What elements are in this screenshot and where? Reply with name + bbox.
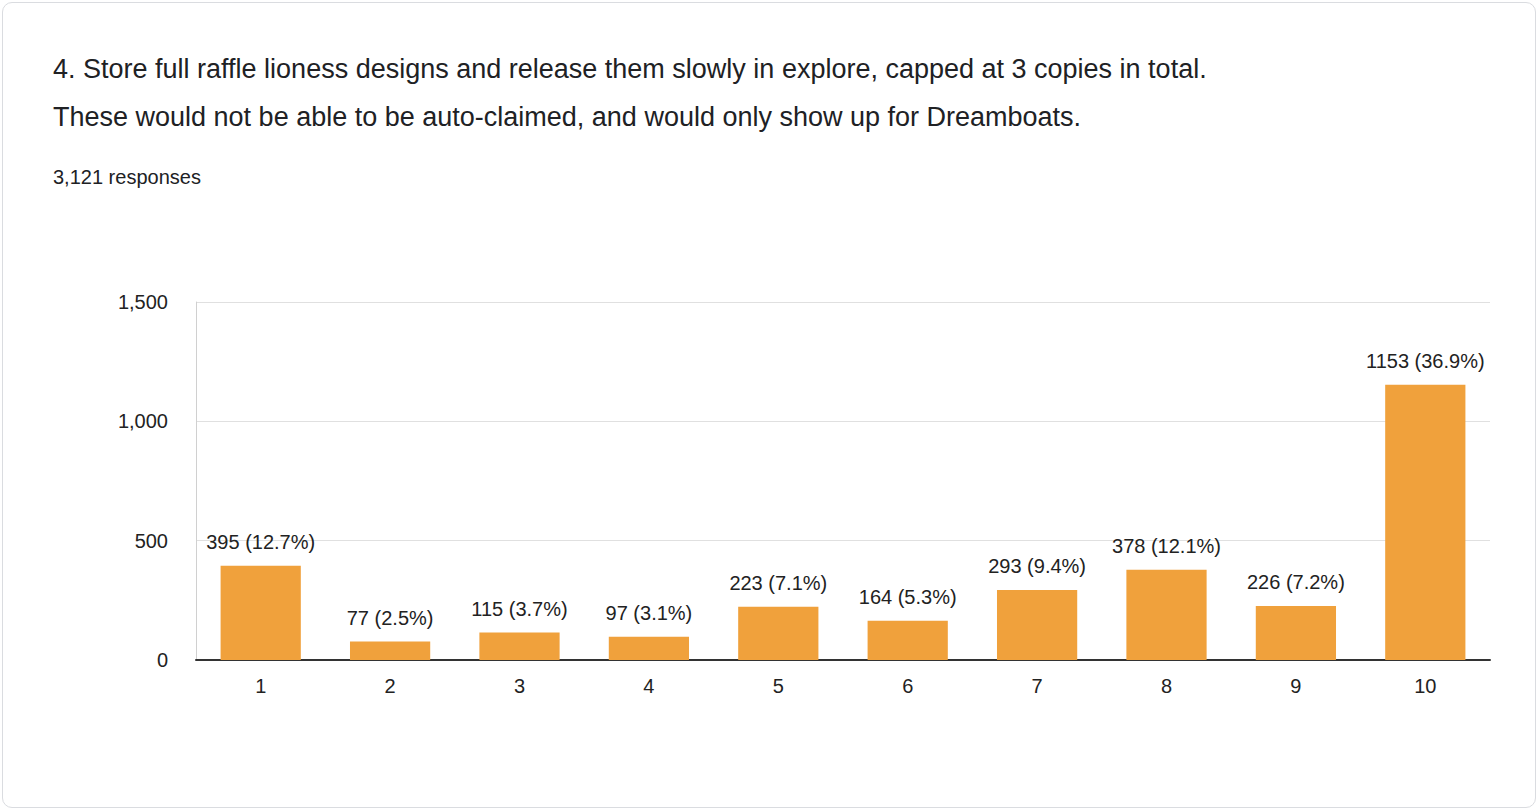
svg-text:223 (7.1%): 223 (7.1%) [729,572,827,594]
svg-text:0: 0 [157,649,168,671]
svg-text:7: 7 [1032,675,1043,697]
svg-text:5: 5 [773,675,784,697]
svg-text:These would not be able to be: These would not be able to be auto-claim… [53,102,1081,132]
svg-text:1,500: 1,500 [118,291,168,313]
svg-text:3: 3 [514,675,525,697]
svg-text:8: 8 [1161,675,1172,697]
svg-text:1: 1 [255,675,266,697]
svg-text:4. Store full raffle lioness d: 4. Store full raffle lioness designs and… [53,54,1222,84]
svg-text:4: 4 [643,675,654,697]
svg-text:395 (12.7%): 395 (12.7%) [206,531,315,553]
svg-text:500: 500 [135,530,168,552]
svg-text:6: 6 [902,675,913,697]
svg-text:1,000: 1,000 [118,410,168,432]
svg-text:378 (12.1%): 378 (12.1%) [1112,535,1221,557]
svg-text:164 (5.3%): 164 (5.3%) [859,586,957,608]
svg-text:10: 10 [1414,675,1436,697]
svg-text:226 (7.2%): 226 (7.2%) [1247,571,1345,593]
svg-text:97 (3.1%): 97 (3.1%) [606,602,693,624]
svg-text:293 (9.4%): 293 (9.4%) [988,555,1086,577]
svg-text:2: 2 [385,675,396,697]
svg-text:9: 9 [1290,675,1301,697]
svg-text:3,121 responses: 3,121 responses [53,166,201,188]
svg-text:115 (3.7%): 115 (3.7%) [471,598,567,620]
svg-text:77 (2.5%): 77 (2.5%) [347,607,434,629]
svg-text:1153 (36.9%): 1153 (36.9%) [1366,350,1485,372]
